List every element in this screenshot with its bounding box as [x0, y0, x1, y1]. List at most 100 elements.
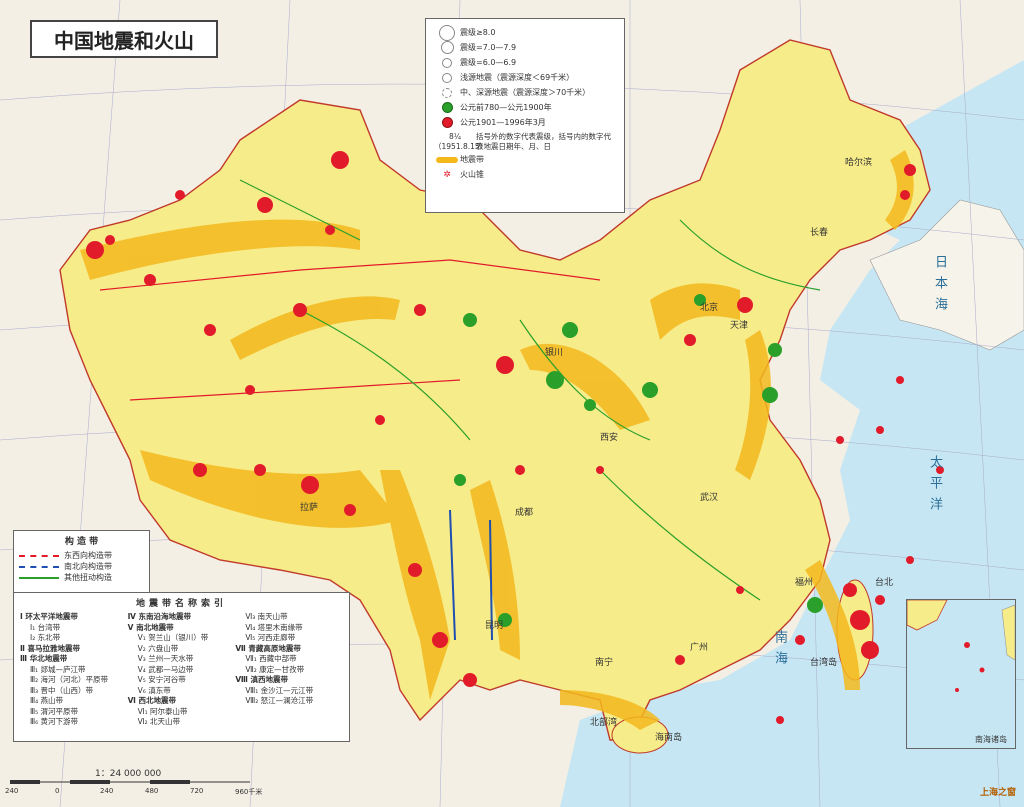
index-zone-item: Ⅶ₂ 康定—甘孜带: [245, 664, 305, 674]
red-dot-icon: [441, 117, 453, 128]
shear-structure-line: [519, 319, 651, 441]
structure-legend-rows: 东西向构造带 南北向构造带 其他扭动构造: [19, 550, 144, 583]
city-label-tianjin: 天津: [730, 321, 749, 331]
legend-magnitude-row: 震级=7.0—7.9: [434, 40, 616, 55]
legend-magnitude-label: 浅源地震（震源深度＜69千米）: [460, 73, 575, 82]
legend-era-row: 公元前780—公元1900年: [434, 100, 616, 115]
city-label-chengdu: 成都: [515, 508, 534, 518]
epicenter-red: [896, 376, 904, 384]
epicenter-red: [463, 673, 477, 687]
china-landmass: [59, 39, 931, 741]
scale-tick-label: 0: [55, 787, 60, 795]
structure-line-icon: [19, 554, 59, 557]
magnitude-legend-rows: 震级≥8.0 震级=7.0—7.9 震级=6.0—6.9 浅源地震（震源深度＜69千米…: [434, 24, 616, 100]
seismic-belt-tianshan: [80, 219, 360, 280]
index-zone-item: Ⅴ₁ 贺兰山（银川）带: [137, 633, 209, 642]
epicenter-red: [193, 463, 207, 477]
legend-band-label: 地震带: [460, 155, 484, 164]
magnitude-circle-icon: [442, 87, 452, 98]
legend-volcano-label: 火山锥: [460, 170, 484, 179]
epicenter-red: [331, 151, 349, 169]
index-zone-item: Ⅲ₅ 渭河平原带: [30, 706, 79, 716]
epicenter-green: [463, 313, 477, 327]
epicenter-red: [596, 466, 604, 474]
city-label-beijing: 北京: [700, 303, 719, 313]
korea-japan-land: [869, 199, 1024, 351]
east-west-structure-line-2: [129, 379, 461, 401]
scale-tick-label: 960千米: [235, 788, 263, 796]
seismic-belt-tanlu: [735, 330, 771, 480]
legend-magnitude-label: 震级≥8.0: [460, 28, 496, 37]
scale-tick-label: 240: [5, 787, 19, 795]
structure-legend-row: 东西向构造带: [19, 550, 144, 561]
structure-line-icon: [19, 565, 59, 568]
index-zone-item: Ⅲ₄ 燕山带: [30, 696, 64, 705]
legend-volcano-row: ✲ 火山锥: [434, 167, 616, 182]
index-zone-item: Ⅵ₁ 阿尔泰山带: [137, 706, 188, 716]
epicenter-red: [204, 324, 216, 336]
epicenter-red: [301, 476, 319, 494]
epicenter-red: [344, 504, 356, 516]
city-label-fuzhou: 福州: [795, 578, 814, 588]
index-zone-item: Ⅲ₂ 海河（河北）平原带: [30, 675, 109, 684]
epicenter-green: [762, 387, 778, 403]
epicenter-green: [454, 474, 466, 486]
magnitude-circle-icon: [442, 57, 452, 68]
scale-tick-label: 480: [145, 787, 159, 795]
index-zone-item: Ⅲ₁ 郯城—庐江带: [30, 664, 86, 674]
era-legend-rows: 公元前780—公元1900年 公元1901—1996年3月: [434, 100, 616, 130]
index-zone-heading: Ⅰ 环太平洋地震带: [20, 612, 78, 621]
structure-line-icon: [19, 576, 59, 579]
north-south-structure-line: [449, 509, 456, 641]
sea-label-japan: 日本海: [932, 255, 947, 318]
map-title: 中国地震和火山: [30, 20, 218, 58]
sea-label-south-china: 南海: [772, 630, 787, 672]
shear-structure-line-4: [679, 219, 821, 291]
index-zone-item: Ⅵ₃ 南天山带: [245, 612, 288, 621]
epicenter-red: [843, 583, 857, 597]
site-logo: 上海之窗: [980, 788, 1017, 798]
index-column: Ⅰ 环太平洋地震带 Ⅰ₁ 台湾带 Ⅰ₂ 东北带 Ⅱ 喜马拉雅地震带 Ⅲ 华北地震带 Ⅲ₁ …: [20, 612, 128, 728]
magnitude-circle-icon: [442, 72, 452, 83]
volcano-icon: ✲: [443, 169, 451, 180]
epicenter-red: [144, 274, 156, 286]
legend-era-label: 公元1901—1996年3月: [460, 118, 546, 127]
city-label-guangzhou: 广州: [690, 643, 709, 653]
seismic-belt-weihe: [520, 343, 650, 430]
epicenter-red: [850, 610, 870, 630]
index-zone-item: Ⅰ₂ 东北带: [30, 633, 61, 642]
index-zone-item: Ⅲ₆ 黄河下游带: [30, 717, 79, 726]
city-label-taiwan: 台湾岛: [810, 658, 838, 668]
epicenter-red: [175, 190, 185, 200]
epicenter-red: [408, 563, 422, 577]
inset-map: [906, 599, 1016, 692]
index-zone-item: Ⅴ₄ 武都—马边带: [137, 664, 194, 674]
north-south-structure-line-2: [489, 519, 493, 641]
epicenter-green: [584, 399, 596, 411]
epicenter-red: [900, 190, 910, 200]
index-heading: 地震带名称索引: [135, 599, 227, 609]
tectonic-lines: [99, 179, 821, 641]
city-label-changchun: 长春: [810, 228, 829, 238]
legend-era-label: 公元前780—公元1900年: [460, 103, 552, 112]
seismic-zone-index: 地震带名称索引 Ⅰ 环太平洋地震带 Ⅰ₁ 台湾带 Ⅰ₂ 东北带 Ⅱ 喜马拉雅地震带 Ⅲ …: [13, 592, 350, 742]
index-zone-item: Ⅵ₄ 塔里木南缘带: [245, 622, 303, 632]
magnitude-circle-icon: [440, 41, 454, 54]
index-zone-item: Ⅴ₅ 安宁河谷带: [137, 675, 186, 684]
epicenter-red: [904, 164, 916, 176]
index-zone-item: Ⅴ₆ 滇东带: [137, 685, 171, 695]
seismic-belt-kunlun: [230, 296, 400, 360]
epicenter-red: [776, 716, 784, 724]
epicenter-red: [876, 426, 884, 434]
structure-legend-row: 南北向构造带: [19, 561, 144, 572]
epicenter-green: [768, 343, 782, 357]
legend-magnitude-row: 震级=6.0—6.9: [434, 55, 616, 70]
epicenter-red: [257, 197, 273, 213]
index-zone-item: Ⅶ₁ 西藏中部带: [245, 654, 297, 663]
index-zone-heading: Ⅵ 西北地震带: [127, 696, 177, 705]
date-note-text: 括号外的数字代表震级，括号内的数字代表地震日期年、月、日: [476, 132, 611, 151]
scale-ratio: 1：24 000 000: [95, 769, 162, 779]
index-column: Ⅵ₃ 南天山带 Ⅵ₄ 塔里木南缘带 Ⅵ₅ 河西走廊带 Ⅶ 青藏高原地震带 Ⅶ₁ 西藏中部…: [235, 612, 343, 728]
epicenter-red: [684, 334, 696, 346]
